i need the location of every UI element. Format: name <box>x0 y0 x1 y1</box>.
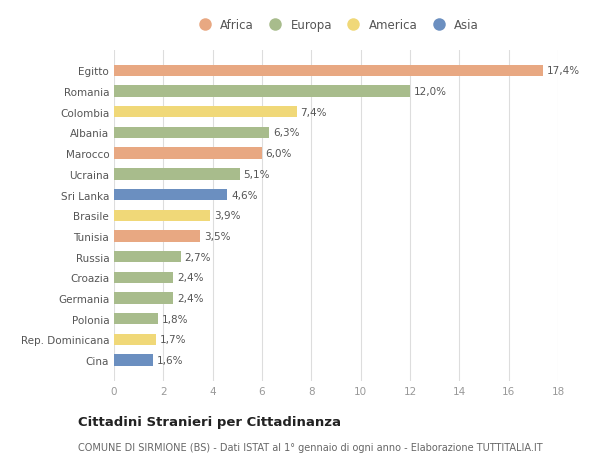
Text: 1,7%: 1,7% <box>160 335 186 345</box>
Bar <box>114 148 262 159</box>
Legend: Africa, Europa, America, Asia: Africa, Europa, America, Asia <box>191 17 481 34</box>
Text: 3,5%: 3,5% <box>204 231 230 241</box>
Text: 2,4%: 2,4% <box>177 293 203 303</box>
Bar <box>114 86 410 97</box>
Bar <box>114 169 240 180</box>
Text: 2,7%: 2,7% <box>184 252 211 262</box>
Bar <box>114 334 156 345</box>
Bar <box>114 128 269 139</box>
Text: 1,8%: 1,8% <box>162 314 188 324</box>
Bar <box>114 231 200 242</box>
Text: 6,3%: 6,3% <box>273 128 299 138</box>
Bar <box>114 293 173 304</box>
Text: Cittadini Stranieri per Cittadinanza: Cittadini Stranieri per Cittadinanza <box>78 415 341 428</box>
Text: 2,4%: 2,4% <box>177 273 203 283</box>
Text: 3,9%: 3,9% <box>214 211 241 221</box>
Bar <box>114 107 296 118</box>
Bar <box>114 355 154 366</box>
Text: COMUNE DI SIRMIONE (BS) - Dati ISTAT al 1° gennaio di ogni anno - Elaborazione T: COMUNE DI SIRMIONE (BS) - Dati ISTAT al … <box>78 442 542 452</box>
Text: 7,4%: 7,4% <box>300 107 327 118</box>
Bar <box>114 190 227 201</box>
Bar <box>114 313 158 325</box>
Text: 5,1%: 5,1% <box>244 169 270 179</box>
Text: 1,6%: 1,6% <box>157 355 184 365</box>
Text: 17,4%: 17,4% <box>547 66 580 76</box>
Text: 6,0%: 6,0% <box>266 149 292 159</box>
Bar <box>114 252 181 263</box>
Text: 4,6%: 4,6% <box>231 190 257 200</box>
Bar <box>114 66 543 77</box>
Text: 12,0%: 12,0% <box>414 87 446 97</box>
Bar <box>114 210 210 221</box>
Bar <box>114 272 173 283</box>
